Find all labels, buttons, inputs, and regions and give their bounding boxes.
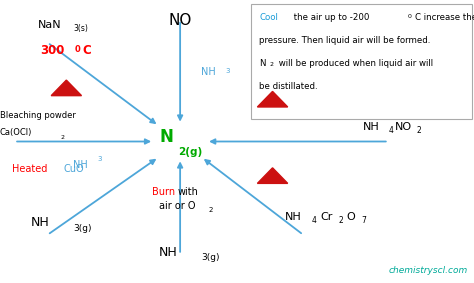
Text: 3(g): 3(g) [201,253,220,262]
Text: NH: NH [159,246,178,259]
Text: Burn: Burn [152,187,175,197]
Text: NH: NH [284,212,301,222]
Text: N: N [159,128,173,146]
Text: 3: 3 [97,156,101,162]
FancyBboxPatch shape [251,4,472,119]
Text: the air up to -200: the air up to -200 [291,13,369,22]
Text: NO: NO [168,13,192,28]
Text: 2: 2 [61,134,64,140]
Text: 3(g): 3(g) [73,224,92,233]
Text: N: N [259,59,266,68]
Text: 2: 2 [339,216,344,225]
Text: CuO: CuO [64,164,85,174]
Text: NH: NH [73,160,88,170]
Text: NH: NH [363,122,379,132]
Text: 7: 7 [361,216,366,225]
Text: air or O: air or O [159,201,195,211]
Text: Cr: Cr [320,212,332,222]
Text: chemistryscl.com: chemistryscl.com [389,265,468,275]
Text: Ca(OCl): Ca(OCl) [0,128,32,137]
Polygon shape [257,91,288,107]
Text: 2(g): 2(g) [178,147,202,157]
Text: NaN: NaN [38,20,62,30]
Text: Cool: Cool [259,13,278,22]
Polygon shape [51,80,82,96]
Text: pressure. Then liquid air will be formed.: pressure. Then liquid air will be formed… [259,36,431,45]
Text: 4: 4 [389,126,393,135]
Polygon shape [257,168,288,183]
Text: 2: 2 [209,207,213,213]
Text: with: with [178,187,199,197]
Text: 2: 2 [416,126,421,135]
Text: 0: 0 [408,14,411,19]
Text: 2: 2 [269,62,273,67]
Text: 0: 0 [75,45,81,54]
Text: C: C [82,44,91,57]
Text: O: O [346,212,355,222]
Text: NO: NO [395,122,412,132]
Text: 3(s): 3(s) [73,24,88,33]
Text: 4: 4 [312,216,317,225]
Text: NH: NH [31,216,50,229]
Text: will be produced when liquid air will: will be produced when liquid air will [276,59,433,68]
Text: be distillated.: be distillated. [259,82,318,91]
Text: 3: 3 [225,68,229,74]
Text: Heated: Heated [12,164,47,174]
Text: Bleaching powder: Bleaching powder [0,111,76,120]
Text: 300: 300 [40,44,64,57]
Text: NH: NH [201,67,216,77]
Text: C increase the: C increase the [415,13,474,22]
